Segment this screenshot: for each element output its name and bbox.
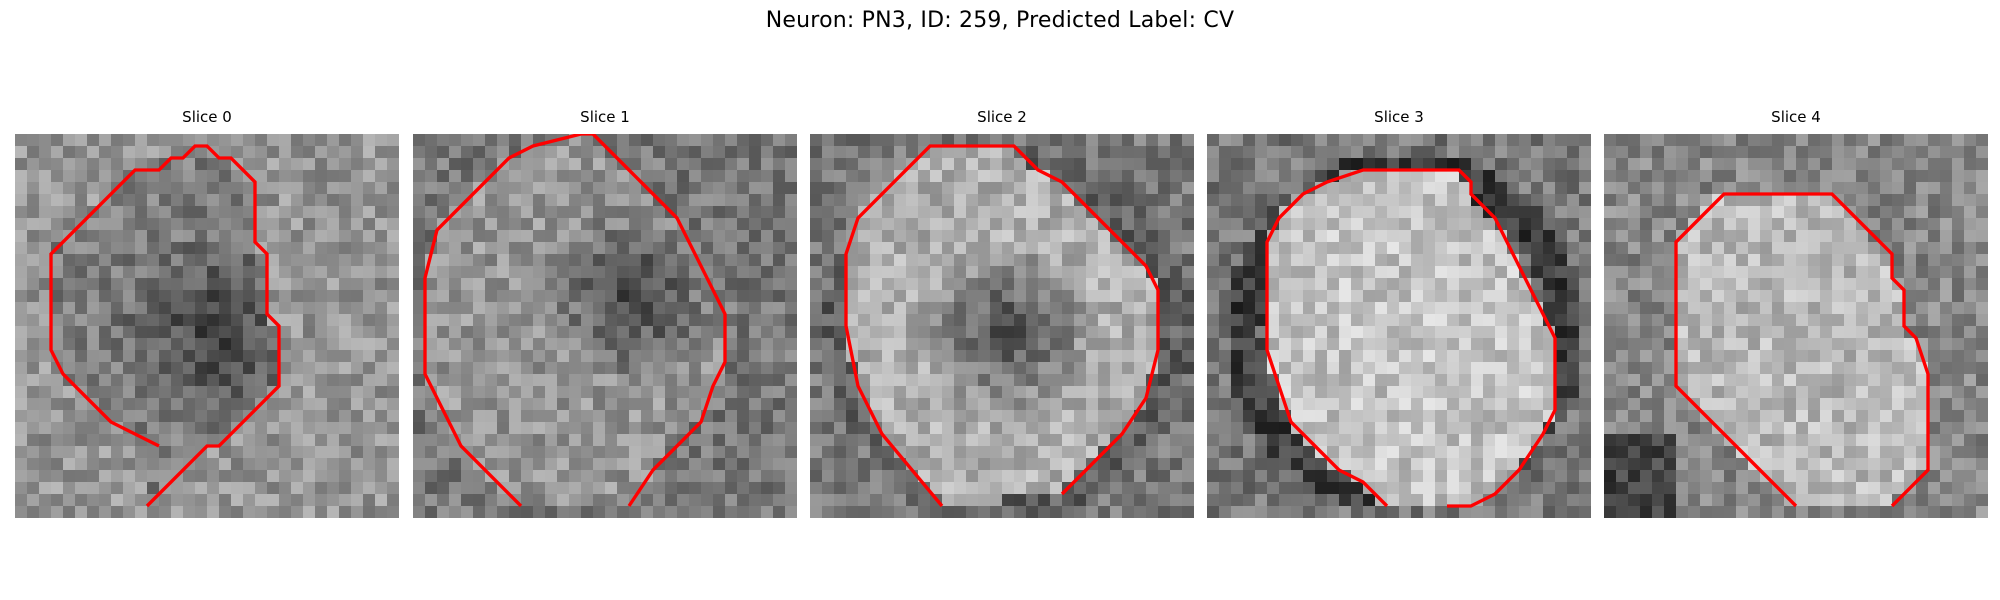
panel-title: Slice 2 bbox=[810, 108, 1194, 126]
slice-image bbox=[1604, 134, 1988, 518]
slice-image bbox=[1207, 134, 1591, 518]
slice-image bbox=[810, 134, 1194, 518]
panel-title: Slice 4 bbox=[1604, 108, 1988, 126]
figure-title: Neuron: PN3, ID: 259, Predicted Label: C… bbox=[0, 8, 2000, 33]
slice-image bbox=[15, 134, 399, 518]
slice-image bbox=[413, 134, 797, 518]
panel-title: Slice 0 bbox=[15, 108, 399, 126]
panel-title: Slice 1 bbox=[413, 108, 797, 126]
panel-title: Slice 3 bbox=[1207, 108, 1591, 126]
